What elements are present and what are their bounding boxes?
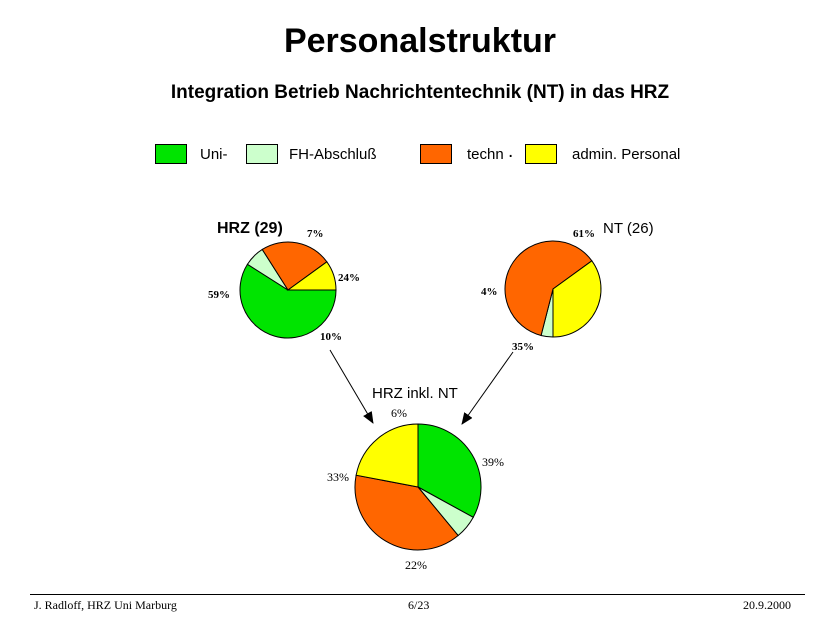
footer-author: J. Radloff, HRZ Uni Marburg — [34, 598, 177, 612]
pie-nt-label-fh: 4% — [481, 286, 498, 298]
pie-total-slice-admin-personal — [355, 423, 419, 488]
legend-label-techn: techn — [467, 146, 504, 163]
pie-total-label-techn: 39% — [482, 455, 504, 469]
page-title: Personalstruktur — [283, 22, 557, 60]
legend-swatch-admin — [525, 144, 557, 164]
pie-total-label-admin: 22% — [405, 558, 427, 572]
pie-hrz — [239, 241, 337, 339]
pie-total-slice-uni — [417, 423, 482, 519]
legend-label-fh: FH-Abschluß — [289, 146, 377, 163]
legend-label-uni: Uni- — [200, 146, 228, 163]
pie-nt — [504, 240, 602, 338]
pie-total-label-uni: 33% — [327, 470, 349, 484]
pie-hrz-label-uni: 59% — [208, 289, 230, 301]
pie-hrz-slice-admin-personal — [286, 261, 337, 291]
legend-label-admin: admin. Personal — [572, 146, 681, 163]
pie-nt-slice-techn — [504, 240, 593, 337]
arrow-nt-to-total — [461, 351, 514, 425]
footer-page-number: 6/23 — [408, 598, 430, 612]
footer-date: 20.9.2000 — [743, 598, 791, 612]
pie-hrz-slice-uni — [239, 263, 337, 339]
legend-swatch-uni — [155, 144, 187, 164]
pie-hrz-label-fh: 7% — [307, 228, 324, 240]
pie-total-title: HRZ inkl. NT — [372, 385, 458, 402]
arrow-hrz-to-total — [329, 349, 374, 424]
pie-nt-slice-admin-personal — [552, 260, 602, 338]
legend-swatch-fh — [246, 144, 278, 164]
pie-nt-label-admin: 35% — [512, 341, 534, 353]
pie-hrz-label-admin: 10% — [320, 331, 342, 343]
page-subtitle: Integration Betrieb Nachrichtentechnik (… — [170, 82, 670, 103]
legend-dot: . — [508, 141, 514, 162]
pie-nt-title: NT (26) — [603, 220, 654, 237]
legend-swatch-techn — [420, 144, 452, 164]
pie-total-label-fh: 6% — [391, 406, 407, 420]
pie-hrz-slice-techn — [261, 241, 328, 291]
pie-nt-label-techn: 61% — [573, 228, 595, 240]
pie-hrz-title: HRZ (29) — [217, 220, 283, 237]
footer-divider — [30, 594, 805, 595]
pie-total — [354, 423, 482, 551]
pie-hrz-label-techn: 24% — [338, 272, 360, 284]
pie-total-slice-techn — [354, 474, 459, 551]
